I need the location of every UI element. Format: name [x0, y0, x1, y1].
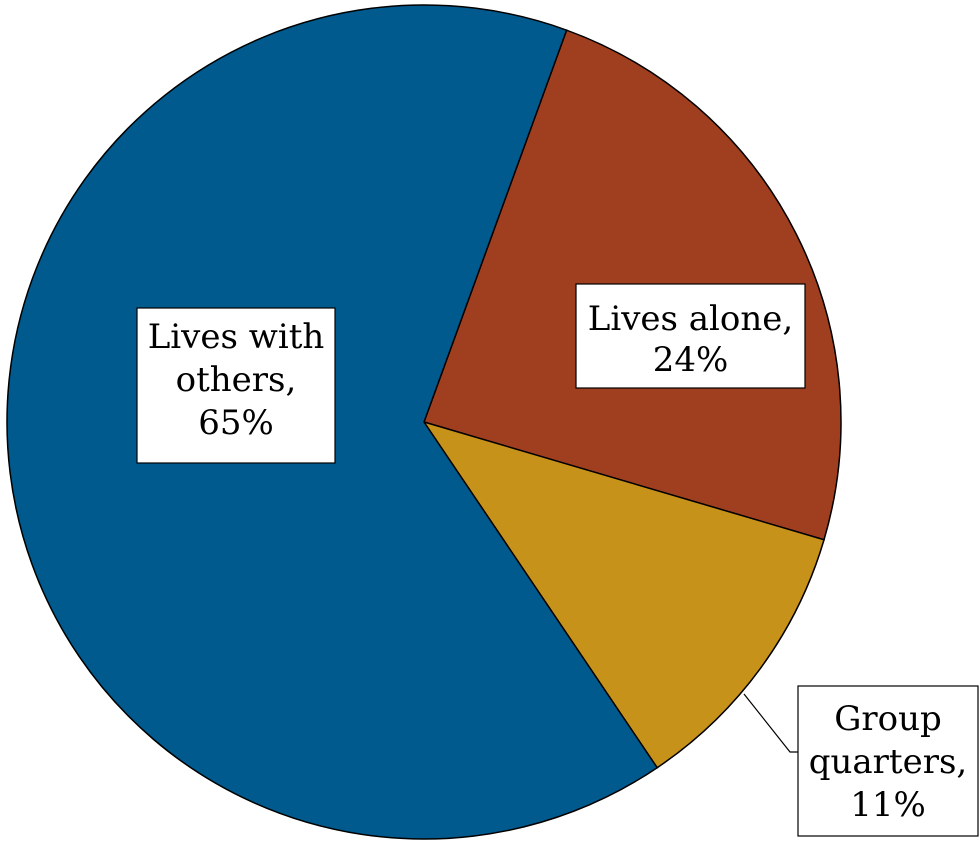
pie-slices [6, 4, 842, 840]
label-line: Lives with [148, 317, 325, 357]
label-box [797, 685, 979, 837]
label-line: Lives alone, [588, 299, 793, 339]
label-line: 11% [850, 785, 926, 825]
leader-line-group-quarters [743, 693, 798, 753]
label-box [136, 307, 336, 464]
label-line: quarters, [809, 742, 967, 782]
leader-lines [743, 693, 798, 753]
label-line: 24% [653, 340, 729, 380]
slice-group-quarters [422, 420, 825, 769]
label-lives-alone: Lives alone,24% [575, 283, 806, 389]
label-line: others, [176, 360, 297, 400]
label-box [575, 283, 806, 389]
label-line: 65% [198, 403, 274, 443]
label-line: Group [834, 699, 942, 739]
